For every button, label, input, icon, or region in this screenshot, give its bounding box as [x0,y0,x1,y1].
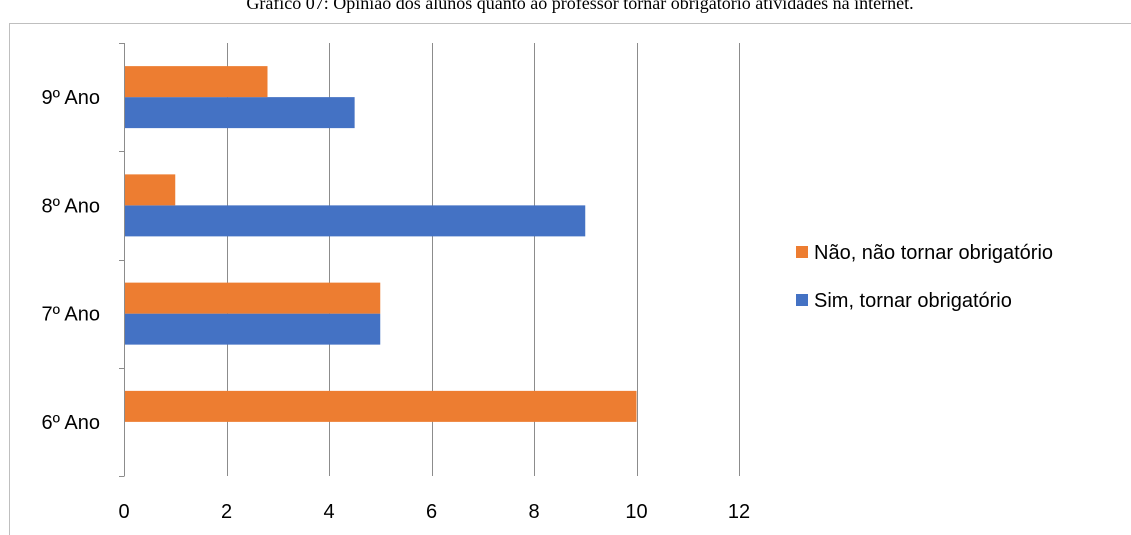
y-tick-label: 6º Ano [42,412,100,434]
bar-nao-nao-tornar-obrigatorio-6-ano [124,390,637,422]
legend-label-nao-nao-tornar-obrigatorio: Não, não tornar obrigatório [814,242,1053,264]
x-tick-label: 6 [426,501,437,523]
legend-label-sim-tornar-obrigatorio: Sim, tornar obrigatório [814,290,1012,312]
bar-nao-nao-tornar-obrigatorio-9-ano [124,66,268,98]
legend: Não, não tornar obrigatório Sim, tornar o… [796,242,1053,312]
x-tick-label: 2 [221,501,232,523]
bar-nao-nao-tornar-obrigatorio-7-ano [124,282,381,314]
bar-sim-tornar-obrigatorio-8-ano [124,205,586,237]
y-tick-label: 8º Ano [42,195,100,217]
frame-left-border [9,23,10,535]
frame-top-border [9,23,1131,24]
bar-sim-tornar-obrigatorio-9-ano [124,97,355,129]
y-tick-label: 7º Ano [42,304,100,326]
x-tick-label: 0 [118,501,129,523]
x-tick-label: 12 [728,501,750,523]
bar-nao-nao-tornar-obrigatorio-8-ano [124,174,176,206]
legend-swatch-sim-tornar-obrigatorio [796,294,808,306]
x-tick-label: 8 [528,501,539,523]
y-tick-label: 9º Ano [42,87,100,109]
legend-swatch-nao-nao-tornar-obrigatorio [796,246,808,258]
axes: 0 2 4 6 8 10 12 6º Ano 7º Ano 8º Ano 9º Ano [42,43,750,523]
x-tick-label: 10 [625,501,647,523]
chart-title: Gráfico 07: Opinião dos alunos quanto ao… [246,0,914,13]
x-tick-label: 4 [323,501,334,523]
bar-sim-tornar-obrigatorio-7-ano [124,313,381,345]
bars [124,66,637,422]
